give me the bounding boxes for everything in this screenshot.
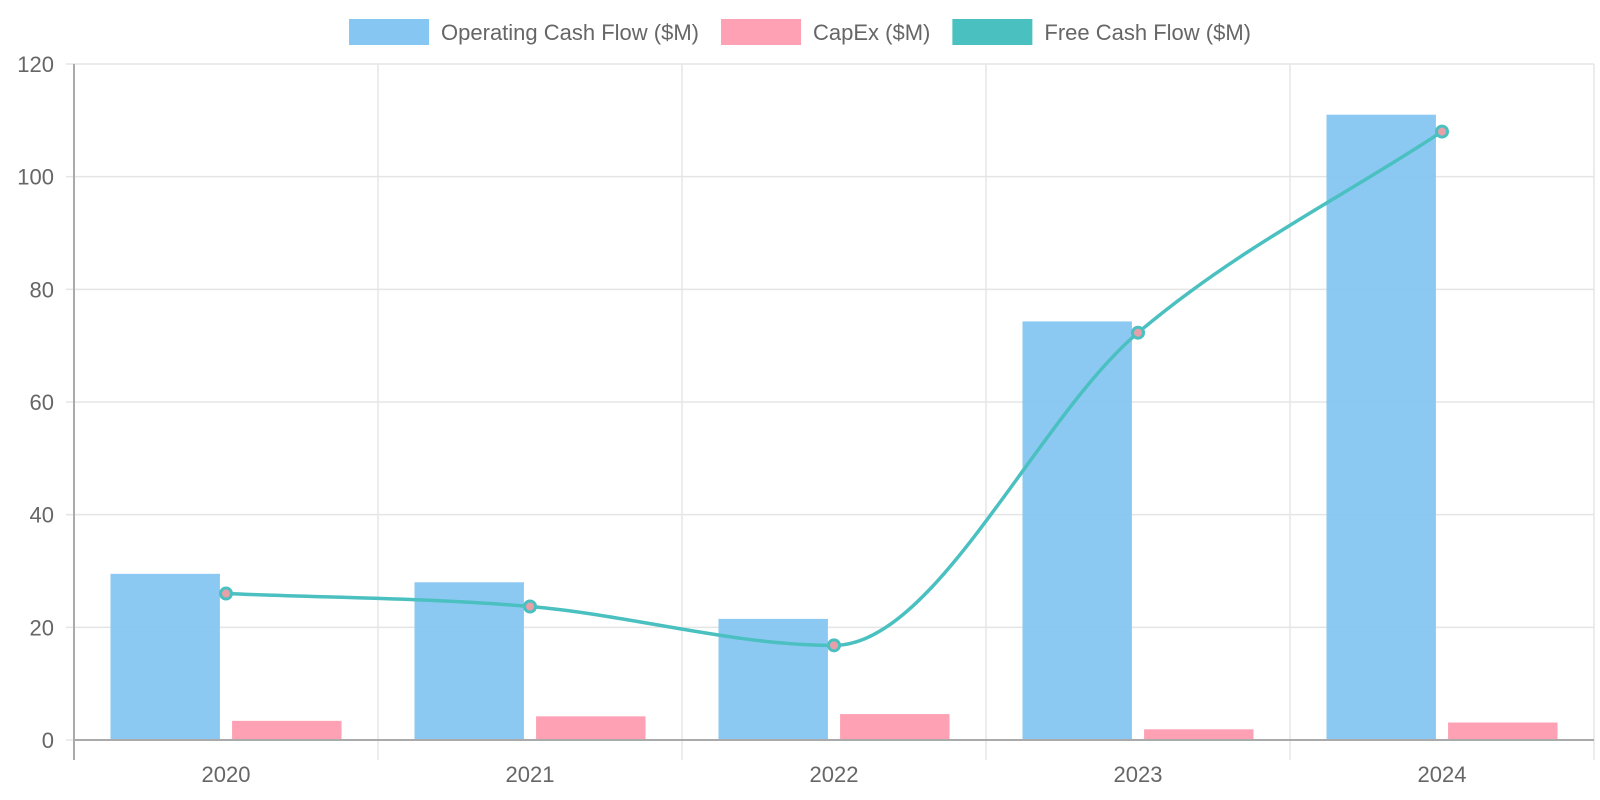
y-tick-label: 60 (30, 390, 54, 415)
y-tick-label: 20 (30, 615, 54, 640)
bar-operating-cash-flow[interactable] (110, 573, 220, 740)
x-tick-label: 2021 (506, 762, 555, 787)
line-layer (219, 124, 1449, 653)
point-free-cash-flow[interactable] (827, 638, 841, 653)
line-free-cash-flow[interactable] (225, 130, 1443, 648)
x-tick-label: 2020 (202, 762, 251, 787)
axis-layer: 0 20 40 60 80 100 120 2020 2021 2022 2023 2024 (17, 52, 1594, 787)
x-tick-label: 2022 (810, 762, 859, 787)
x-tick-label: 2024 (1418, 762, 1467, 787)
bar-operating-cash-flow[interactable] (1022, 321, 1132, 740)
point-free-cash-flow[interactable] (1131, 325, 1145, 340)
legend-swatch-capex[interactable] (721, 19, 802, 45)
y-tick-label: 40 (30, 503, 54, 528)
bar-capex[interactable] (232, 720, 342, 740)
point-free-cash-flow[interactable] (1435, 124, 1449, 139)
y-tick-label: 80 (30, 277, 54, 302)
point-free-cash-flow[interactable] (523, 599, 537, 614)
legend-label-operating-cash-flow[interactable]: Operating Cash Flow ($M) (441, 20, 699, 45)
bar-capex[interactable] (536, 716, 646, 740)
bar-layer (110, 114, 1558, 740)
y-tick-label: 100 (17, 165, 54, 190)
bar-operating-cash-flow[interactable] (1326, 114, 1436, 740)
bar-capex[interactable] (840, 714, 950, 740)
y-tick-label: 120 (17, 52, 54, 77)
bar-operating-cash-flow[interactable] (414, 582, 524, 740)
legend-swatch-operating-cash-flow[interactable] (349, 19, 430, 45)
legend[interactable]: Operating Cash Flow ($M) CapEx ($M) Free C… (349, 19, 1251, 45)
bar-capex[interactable] (1144, 729, 1254, 740)
bar-capex[interactable] (1448, 722, 1558, 740)
point-free-cash-flow[interactable] (219, 586, 233, 601)
legend-label-free-cash-flow[interactable]: Free Cash Flow ($M) (1044, 20, 1251, 45)
legend-swatch-free-cash-flow[interactable] (952, 19, 1033, 45)
x-tick-label: 2023 (1114, 762, 1163, 787)
y-tick-label: 0 (42, 728, 54, 753)
legend-label-capex[interactable]: CapEx ($M) (813, 20, 930, 45)
